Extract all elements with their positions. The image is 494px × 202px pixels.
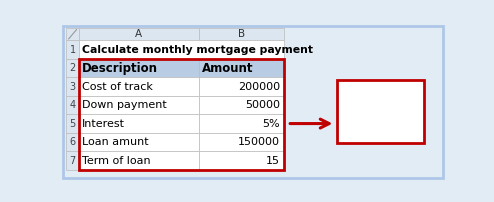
Bar <box>66 133 79 151</box>
Text: 15: 15 <box>266 156 280 165</box>
Text: Description: Description <box>82 62 158 75</box>
Text: Down payment: Down payment <box>82 100 166 110</box>
Bar <box>66 77 79 96</box>
Bar <box>79 133 199 151</box>
Bar <box>66 96 79 114</box>
Bar <box>337 80 424 143</box>
Text: Amount: Amount <box>202 62 253 75</box>
Text: 1: 1 <box>70 45 76 55</box>
Text: 200000: 200000 <box>238 82 280 92</box>
Bar <box>199 59 284 77</box>
Text: B: B <box>238 29 245 39</box>
Text: A: A <box>135 29 142 39</box>
Text: 4: 4 <box>70 100 76 110</box>
Text: Cost of track: Cost of track <box>82 82 153 92</box>
Bar <box>79 77 199 96</box>
Text: Calculate monthly mortgage payment: Calculate monthly mortgage payment <box>82 45 313 55</box>
Bar <box>79 59 284 170</box>
Text: 2: 2 <box>70 63 76 73</box>
Text: 5%: 5% <box>263 119 280 128</box>
Text: 3: 3 <box>70 82 76 92</box>
Bar <box>79 96 199 114</box>
Text: Enter the
information
here.: Enter the information here. <box>343 90 415 141</box>
Bar <box>199 96 284 114</box>
Bar <box>199 133 284 151</box>
Text: 6: 6 <box>70 137 76 147</box>
Bar <box>66 40 79 59</box>
Text: Term of loan: Term of loan <box>82 156 151 165</box>
Bar <box>199 151 284 170</box>
Bar <box>79 59 199 77</box>
Text: Interest: Interest <box>82 119 125 128</box>
Text: Loan amunt: Loan amunt <box>82 137 149 147</box>
Text: 7: 7 <box>70 156 76 165</box>
Bar <box>199 28 284 40</box>
Bar <box>199 77 284 96</box>
Bar <box>79 114 199 133</box>
Bar <box>79 40 284 59</box>
Bar <box>66 28 79 40</box>
Text: 150000: 150000 <box>238 137 280 147</box>
Bar <box>66 151 79 170</box>
Bar <box>66 59 79 77</box>
Text: 5: 5 <box>70 119 76 128</box>
Bar <box>199 114 284 133</box>
Bar <box>79 151 199 170</box>
Bar <box>79 28 199 40</box>
Bar <box>66 114 79 133</box>
Text: 50000: 50000 <box>246 100 280 110</box>
